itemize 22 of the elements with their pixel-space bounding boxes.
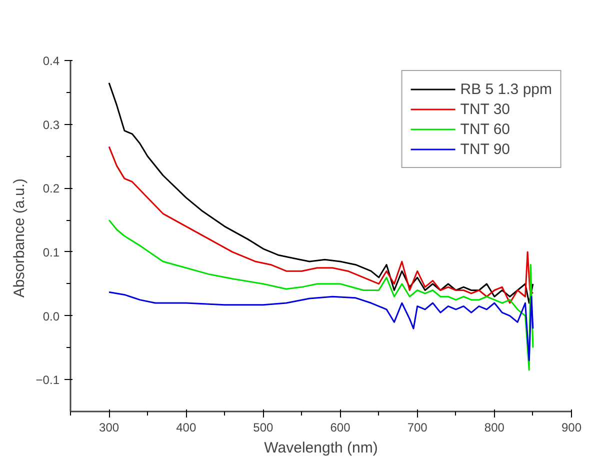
y-tick-label: 0.0 [42, 309, 60, 324]
y-tick-label: 0.1 [42, 245, 60, 260]
x-tick-label: 800 [484, 420, 505, 434]
legend-label: TNT 30 [460, 100, 510, 118]
x-tick-label: 300 [99, 420, 120, 434]
y-tick-label: 0.3 [42, 118, 60, 132]
x-tick-label: 500 [253, 420, 274, 434]
x-tick-label: 600 [330, 420, 351, 434]
y-tick-label: −0.1 [36, 373, 60, 388]
legend-label: RB 5 1.3 ppm [460, 80, 552, 98]
line-series [108, 291, 534, 362]
line-series [108, 219, 534, 371]
legend-label: TNT 90 [460, 140, 510, 158]
y-axis-title: Absorbance (a.u.) [10, 178, 28, 298]
x-tick-label: 400 [176, 420, 196, 434]
line-series [108, 146, 534, 304]
x-tick-label: 700 [407, 420, 428, 434]
y-tick-label: 0.4 [42, 54, 60, 68]
x-axis-title: Wavelength (nm) [264, 440, 378, 456]
x-tick-label: 900 [561, 420, 582, 434]
legend-label: TNT 60 [460, 120, 510, 138]
y-tick-label: 0.2 [42, 182, 60, 196]
